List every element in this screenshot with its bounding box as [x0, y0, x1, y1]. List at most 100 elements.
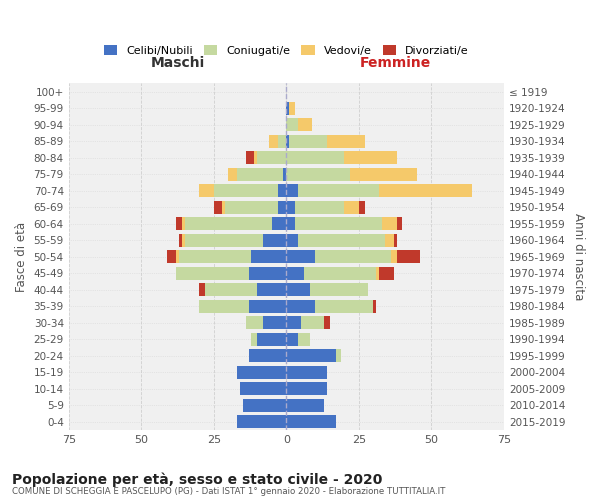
Bar	[248, 300, 286, 312]
Text: Popolazione per età, sesso e stato civile - 2020: Popolazione per età, sesso e stato civil…	[12, 472, 382, 487]
Y-axis label: Anni di nascita: Anni di nascita	[572, 213, 585, 300]
Bar	[295, 218, 382, 230]
Text: Femmine: Femmine	[359, 56, 431, 70]
Bar	[385, 234, 394, 246]
Bar	[397, 218, 403, 230]
Bar	[286, 366, 327, 379]
Bar	[205, 284, 257, 296]
Bar	[316, 300, 373, 312]
Bar	[179, 234, 182, 246]
Bar	[286, 151, 344, 164]
Bar	[298, 234, 385, 246]
Bar	[272, 218, 286, 230]
Bar	[278, 201, 286, 213]
Bar	[251, 250, 286, 263]
Bar	[379, 184, 472, 197]
Text: Maschi: Maschi	[151, 56, 205, 70]
Bar	[286, 102, 289, 114]
Bar	[394, 234, 397, 246]
Bar	[382, 218, 397, 230]
Bar	[286, 134, 289, 147]
Bar	[248, 350, 286, 362]
Bar	[379, 267, 394, 280]
Bar	[298, 333, 310, 346]
Bar	[257, 284, 286, 296]
Bar	[182, 234, 185, 246]
Bar	[254, 151, 257, 164]
Bar	[304, 267, 376, 280]
Bar	[310, 284, 368, 296]
Legend: Celibi/Nubili, Coniugati/e, Vedovi/e, Divorziati/e: Celibi/Nubili, Coniugati/e, Vedovi/e, Di…	[100, 40, 473, 60]
Bar	[179, 250, 251, 263]
Bar	[263, 234, 286, 246]
Bar	[185, 234, 263, 246]
Bar	[289, 102, 295, 114]
Bar	[269, 134, 278, 147]
Bar	[248, 267, 286, 280]
Bar	[316, 250, 391, 263]
Bar	[214, 201, 223, 213]
Bar	[167, 250, 176, 263]
Bar	[257, 151, 286, 164]
Bar	[199, 184, 214, 197]
Bar	[344, 151, 397, 164]
Bar	[286, 267, 304, 280]
Bar	[199, 284, 205, 296]
Bar	[295, 201, 344, 213]
Bar	[240, 382, 286, 396]
Text: COMUNE DI SCHEGGIA E PASCELUPO (PG) - Dati ISTAT 1° gennaio 2020 - Elaborazione : COMUNE DI SCHEGGIA E PASCELUPO (PG) - Da…	[12, 487, 445, 496]
Bar	[243, 399, 286, 412]
Bar	[176, 267, 248, 280]
Bar	[335, 350, 341, 362]
Bar	[286, 284, 310, 296]
Bar	[286, 316, 301, 329]
Bar	[283, 168, 286, 180]
Bar	[263, 316, 286, 329]
Bar	[344, 201, 359, 213]
Bar	[286, 201, 295, 213]
Bar	[298, 118, 313, 131]
Bar	[185, 218, 272, 230]
Bar	[289, 134, 327, 147]
Bar	[228, 168, 237, 180]
Bar	[176, 218, 182, 230]
Bar	[286, 184, 298, 197]
Bar	[278, 134, 286, 147]
Bar	[359, 201, 365, 213]
Bar	[223, 201, 226, 213]
Bar	[237, 168, 283, 180]
Bar	[286, 118, 298, 131]
Bar	[286, 382, 327, 396]
Bar	[373, 300, 376, 312]
Bar	[286, 416, 335, 428]
Bar	[286, 399, 324, 412]
Bar	[237, 416, 286, 428]
Bar	[376, 267, 379, 280]
Bar	[251, 333, 257, 346]
Bar	[286, 300, 316, 312]
Bar	[298, 184, 379, 197]
Bar	[327, 134, 365, 147]
Bar	[350, 168, 417, 180]
Bar	[257, 333, 286, 346]
Y-axis label: Fasce di età: Fasce di età	[15, 222, 28, 292]
Bar	[245, 151, 254, 164]
Bar	[286, 350, 335, 362]
Bar	[237, 366, 286, 379]
Bar	[397, 250, 420, 263]
Bar	[278, 184, 286, 197]
Bar	[286, 333, 298, 346]
Bar	[286, 168, 350, 180]
Bar	[182, 218, 185, 230]
Bar	[199, 300, 248, 312]
Bar	[301, 316, 324, 329]
Bar	[286, 234, 298, 246]
Bar	[245, 316, 263, 329]
Bar	[286, 250, 316, 263]
Bar	[226, 201, 278, 213]
Bar	[324, 316, 330, 329]
Bar	[176, 250, 179, 263]
Bar	[286, 218, 295, 230]
Bar	[214, 184, 278, 197]
Bar	[391, 250, 397, 263]
